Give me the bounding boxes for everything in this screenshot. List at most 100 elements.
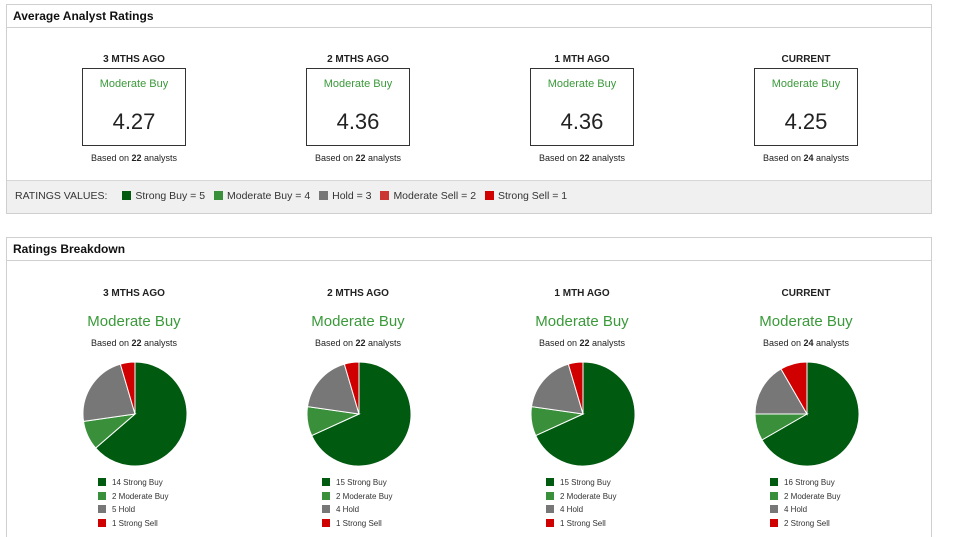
swatch-strong-buy [322, 478, 330, 486]
based-prefix: Based on [90, 153, 132, 163]
legend-item: 16 Strong Buy [770, 476, 890, 490]
swatch-hold [546, 505, 554, 513]
legend-item: 1 Strong Sell [546, 517, 666, 531]
swatch-strong-sell [770, 518, 778, 527]
pie-slice-hold [306, 363, 360, 415]
rating-value: 4.36 [336, 109, 380, 134]
pie-legend: 15 Strong Buy 2 Moderate Buy 4 Hold 1 St… [322, 476, 442, 530]
analyst-count: 22 [131, 338, 142, 348]
legend-text: 2 Moderate Buy [112, 491, 169, 501]
swatch-strong-buy [122, 191, 132, 200]
swatch-moderate-buy [98, 491, 106, 500]
legend-item: 15 Strong Buy [546, 476, 666, 490]
avg-col-3-months: 3 MTHS AGO [34, 54, 234, 65]
based-on-text: Based on 22 analysts [482, 338, 682, 348]
ratings-breakdown-title: Ratings Breakdown [7, 238, 931, 261]
rating-box: Moderate Buy 4.25 [754, 68, 858, 146]
legend-text: 14 Strong Buy [112, 478, 163, 487]
period-label: CURRENT [781, 54, 831, 65]
based-on-text: Based on 22 analysts [482, 153, 682, 163]
breakdown-col-2-months: 2 MTHS AGO [258, 288, 458, 299]
analyst-count: 22 [131, 153, 142, 163]
ratings-value-text: Moderate Sell = 2 [393, 190, 477, 202]
rating-value: 4.27 [112, 109, 156, 134]
swatch-moderate-buy [770, 491, 778, 500]
based-suffix: analysts [365, 153, 402, 163]
based-suffix: analysts [365, 338, 402, 348]
based-on-text: Based on 24 analysts [706, 338, 906, 348]
based-on-text: Based on 22 analysts [258, 153, 458, 163]
swatch-moderate-buy [214, 191, 223, 200]
analyst-count: 22 [355, 153, 366, 163]
based-suffix: analysts [589, 153, 626, 163]
legend-text: 5 Hold [112, 505, 136, 514]
based-on-text: Based on 22 analysts [258, 338, 458, 348]
ratings-value-text: Strong Sell = 1 [497, 190, 568, 202]
avg-col-current: CURRENT [706, 54, 906, 65]
rating-box: Moderate Buy 4.36 [530, 68, 634, 146]
based-on-text: Based on 24 analysts [706, 153, 906, 163]
based-prefix: Based on [314, 153, 356, 163]
swatch-hold [770, 505, 778, 513]
based-on-text: Based on 22 analysts [34, 153, 234, 163]
legend-item: 14 Strong Buy [98, 476, 218, 490]
legend-item: 4 Hold [322, 503, 442, 517]
period-label: 3 MTHS AGO [103, 54, 165, 65]
ratings-value-text: Moderate Buy = 4 [227, 190, 311, 202]
swatch-strong-buy [770, 478, 778, 486]
ratings-value-item: Strong Buy = 5 [122, 181, 205, 212]
based-prefix: Based on [314, 338, 356, 348]
ratings-value-item: Moderate Sell = 2 [380, 181, 476, 212]
legend-item: 4 Hold [770, 503, 890, 517]
analyst-count: 22 [579, 338, 590, 348]
legend-item: 1 Strong Sell [322, 517, 442, 531]
rating-box: Moderate Buy 4.27 [82, 68, 186, 146]
swatch-strong-sell [98, 518, 106, 527]
breakdown-col-3-months: 3 MTHS AGO [34, 288, 234, 299]
rating-value: 4.36 [560, 109, 604, 134]
pie-legend: 15 Strong Buy 2 Moderate Buy 4 Hold 1 St… [546, 476, 666, 530]
pie-slice-strong-sell [343, 361, 360, 415]
avg-col-1-month: 1 MTH AGO [482, 54, 682, 65]
pie-slice-strong-sell [567, 361, 584, 415]
legend-item: 2 Moderate Buy [546, 490, 666, 504]
rating-label: Moderate Buy [771, 78, 841, 90]
period-label: 1 MTH AGO [554, 54, 610, 65]
legend-text: 2 Moderate Buy [560, 491, 617, 501]
breakdown-rating-label: Moderate Buy [87, 313, 181, 330]
period-label: 2 MTHS AGO [327, 54, 389, 65]
rating-value: 4.25 [784, 109, 828, 134]
legend-text: 2 Strong Sell [784, 518, 830, 528]
pie-chart [306, 361, 412, 467]
legend-item: 2 Moderate Buy [770, 490, 890, 504]
based-suffix: analysts [589, 338, 626, 348]
legend-item: 4 Hold [546, 503, 666, 517]
legend-text: 2 Moderate Buy [784, 491, 841, 501]
legend-text: 1 Strong Sell [336, 518, 382, 528]
swatch-strong-sell [322, 518, 330, 527]
pie-slice-strong-sell [780, 361, 808, 416]
pie-slice-strong-buy [535, 361, 636, 467]
based-suffix: analysts [141, 153, 178, 163]
ratings-value-item: Moderate Buy = 4 [214, 181, 310, 212]
swatch-strong-buy [546, 478, 554, 486]
legend-item: 2 Strong Sell [770, 517, 890, 531]
swatch-strong-sell [484, 191, 494, 200]
pie-slice-strong-buy [311, 361, 412, 467]
average-ratings-panel: Average Analyst Ratings 3 MTHS AGO Moder… [6, 4, 932, 214]
pie-slice-hold [530, 363, 584, 415]
ratings-breakdown-panel: Ratings Breakdown 3 MTHS AGO Moderate Bu… [6, 237, 932, 537]
pie-legend: 16 Strong Buy 2 Moderate Buy 4 Hold 2 St… [770, 476, 890, 530]
swatch-strong-buy [98, 478, 106, 486]
ratings-value-item: Strong Sell = 1 [484, 181, 568, 212]
legend-text: 1 Strong Sell [112, 518, 158, 528]
based-on-text: Based on 22 analysts [34, 338, 234, 348]
period-label: CURRENT [781, 288, 831, 299]
pie-slice-hold [82, 363, 136, 422]
pie-chart [530, 361, 636, 467]
swatch-strong-sell [546, 518, 554, 527]
breakdown-rating-label: Moderate Buy [311, 313, 405, 330]
swatch-moderate-buy [322, 491, 330, 500]
based-suffix: analysts [141, 338, 178, 348]
based-prefix: Based on [762, 338, 804, 348]
